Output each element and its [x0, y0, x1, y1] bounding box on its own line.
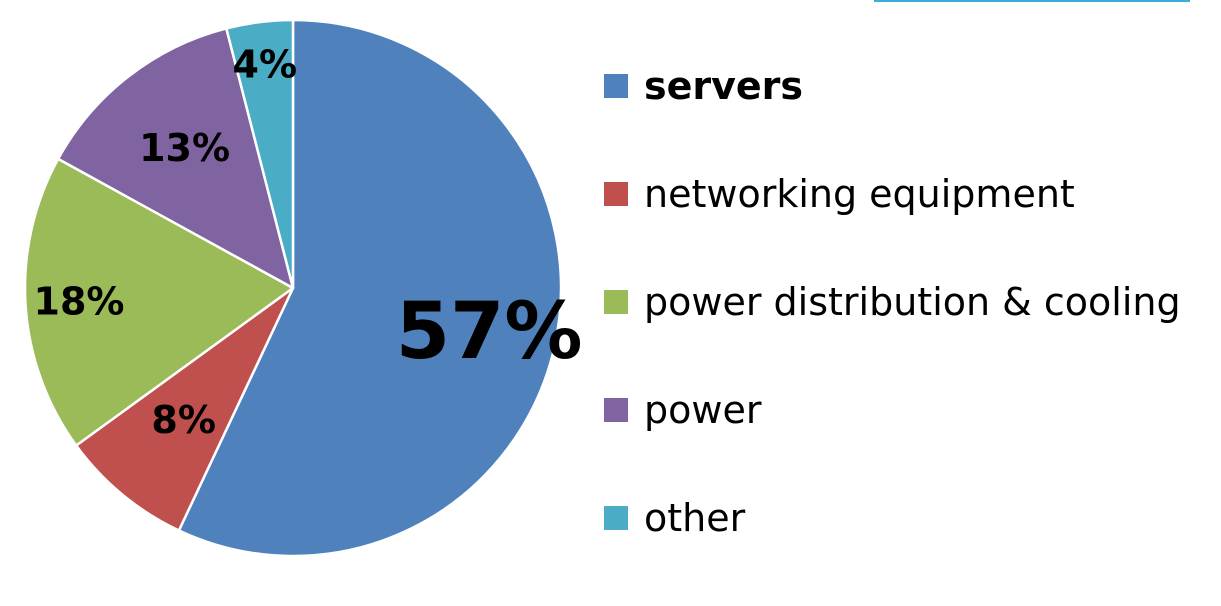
pie-label-networking-equipment: 8% [151, 398, 216, 442]
legend-item-networking-equipment[interactable]: networking equipment [604, 162, 1221, 226]
legend-item-power[interactable]: power [604, 378, 1221, 442]
pie-slice-power [56, 27, 295, 290]
legend-label-other: other [644, 496, 746, 540]
pie-slice-networking-equipment [74, 286, 295, 532]
legend-label-power: power [644, 388, 762, 432]
pie-slice-other [225, 18, 295, 290]
pie-chart: 57% 8% 18% 13%4% [23, 18, 580, 558]
legend-item-other[interactable]: other [604, 486, 1221, 550]
legend-label-networking-equipment: networking equipment [644, 172, 1075, 216]
legend-swatch-power-distribution-cooling [604, 290, 628, 314]
top-accent-line [874, 0, 1190, 2]
legend-label-power-distribution-cooling: power distribution & cooling [644, 280, 1181, 324]
legend-label-servers: servers [644, 64, 804, 108]
legend-swatch-servers [604, 74, 628, 98]
legend-item-power-distribution-cooling[interactable]: power distribution & cooling [604, 270, 1221, 334]
legend-swatch-networking-equipment [604, 182, 628, 206]
legend-item-servers[interactable]: servers [604, 54, 1221, 118]
legend-swatch-other [604, 506, 628, 530]
legend-swatch-power [604, 398, 628, 422]
pie-slice-labels: 57% 8% 18% 13%4% [34, 43, 580, 443]
pie-label-power: 13% [139, 126, 230, 170]
pie-label-power-distribution-cooling: 18% [34, 279, 125, 323]
pie-label-servers: 57% [396, 287, 580, 377]
pie-slice-servers [177, 18, 563, 558]
pie-slice-power-distribution-cooling [23, 157, 295, 447]
legend: servers networking equipment power distr… [604, 54, 1221, 550]
pie-label-other: 4% [233, 43, 298, 87]
pie-slices [23, 18, 563, 558]
